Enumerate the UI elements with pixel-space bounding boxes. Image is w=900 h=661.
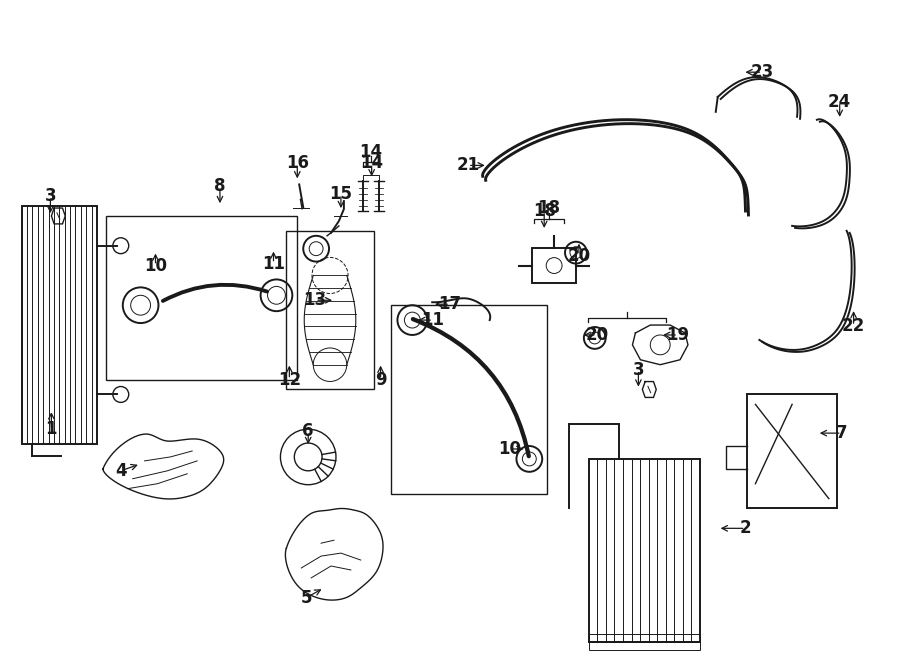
Text: 18: 18 [537,199,561,217]
Text: 19: 19 [667,326,689,344]
Text: 3: 3 [633,361,644,379]
Text: 9: 9 [374,371,386,389]
Text: 24: 24 [828,93,851,111]
Text: 10: 10 [144,256,167,274]
Text: 2: 2 [740,520,752,537]
Bar [589,459,700,642]
Text: 5: 5 [301,589,312,607]
Bar [286,231,374,389]
Text: 14: 14 [360,155,383,173]
Text: 7: 7 [836,424,848,442]
Text: 21: 21 [456,157,480,175]
Text: 11: 11 [421,311,445,329]
Bar [748,395,837,508]
Bar [532,248,576,284]
Text: 6: 6 [302,422,314,440]
Text: 12: 12 [278,371,301,389]
Text: 14: 14 [359,143,382,161]
Text: 3: 3 [45,187,56,205]
Text: 18: 18 [533,202,555,220]
Text: 17: 17 [438,295,462,313]
Bar [391,305,547,494]
Text: 8: 8 [214,177,226,195]
Text: 13: 13 [303,292,327,309]
Bar [22,206,97,444]
Text: 15: 15 [329,185,353,203]
Bar [589,635,700,650]
Text: 4: 4 [115,462,127,480]
Text: 10: 10 [498,440,521,458]
Text: 23: 23 [751,63,774,81]
Text: 20: 20 [585,326,608,344]
Bar [106,216,297,379]
Text: 22: 22 [842,317,865,335]
Text: 16: 16 [286,155,309,173]
Text: 11: 11 [262,254,285,272]
Text: 20: 20 [567,247,590,264]
Text: 1: 1 [46,420,57,438]
